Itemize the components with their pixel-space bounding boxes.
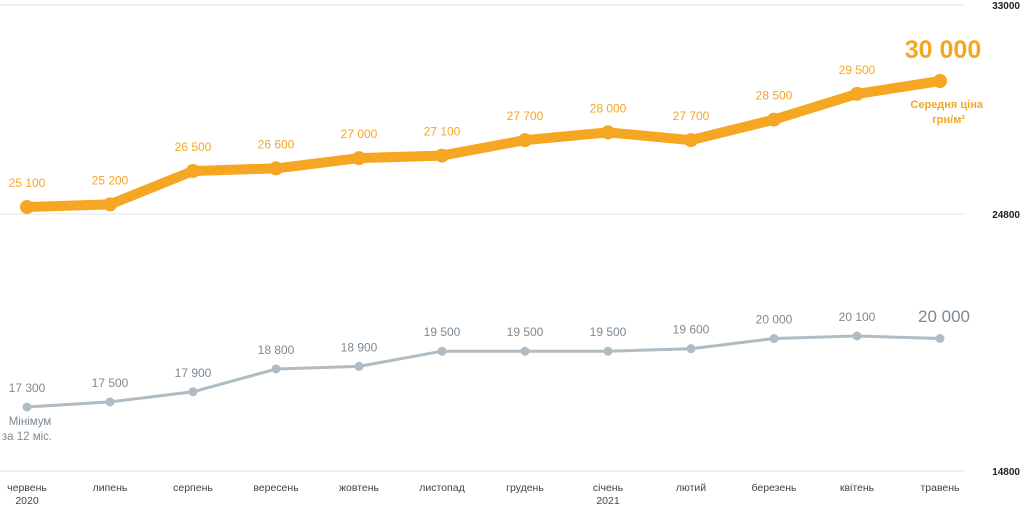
x-tick-label: травень [920,482,960,494]
data-point-average [435,148,449,163]
x-tick-label: листопад [419,482,464,494]
y-tick-label: 33000 [992,1,1020,12]
data-point-average [103,197,117,212]
data-point-average [601,125,615,140]
series-line-average [22,76,945,212]
data-point-minimum [105,397,115,407]
data-label-average: 27 700 [673,109,710,123]
data-label-minimum: 20 000 [756,313,793,327]
x-tick-label: вересень [253,482,299,494]
data-point-average [850,86,864,101]
data-point-minimum [22,402,32,412]
series-note-minimum: за 12 міс. [2,431,52,443]
data-point-minimum [603,346,613,356]
data-point-minimum [686,344,696,354]
x-tick-label: січень [593,482,624,494]
data-label-minimum: 19 500 [507,325,544,339]
x-tick-label: 2020 [15,495,39,507]
data-label-minimum: 19 500 [424,325,461,339]
data-point-minimum [852,331,862,341]
data-point-minimum [354,361,364,371]
data-label-minimum: 19 500 [590,325,627,339]
data-label-minimum: 17 300 [9,381,46,395]
x-tick-label: серпень [173,482,213,494]
data-label-average: 29 500 [839,63,876,77]
data-point-minimum [769,334,779,344]
x-tick-label: лютий [676,482,706,494]
data-label-average: 28 500 [756,89,793,103]
data-point-minimum [935,334,945,344]
data-label-average: 25 200 [92,173,129,187]
data-label-average: 25 100 [9,176,46,190]
data-label-minimum: 17 900 [175,366,212,380]
x-tick-label: липень [93,482,128,494]
data-label-average: 26 500 [175,140,212,154]
data-label-minimum: 20 000 [918,307,970,326]
data-label-minimum: 20 100 [839,310,876,324]
data-point-average [933,74,947,88]
data-label-average: 27 100 [424,125,461,139]
data-point-minimum [520,346,530,356]
series-note-average: грн/м² [932,114,965,126]
data-label-minimum: 19 600 [673,323,710,337]
data-label-average: 27 000 [341,127,378,141]
data-point-average [352,151,366,166]
x-tick-label: квітень [840,482,875,494]
x-tick-label: жовтень [339,482,380,494]
x-tick-label: березень [752,482,798,494]
data-label-average: 27 700 [507,109,544,123]
series-line-minimum [25,334,942,409]
data-point-average [767,112,781,127]
data-point-average [518,133,532,148]
data-point-average [269,161,283,176]
x-tick-label: 2021 [596,495,620,507]
x-tick-label: червень [7,482,47,494]
series-note-average: Середня ціна [910,99,983,111]
data-point-minimum [271,364,281,374]
y-tick-label: 14800 [992,467,1020,478]
data-label-average: 30 000 [905,36,981,64]
y-tick-label: 24800 [992,210,1020,221]
data-label-minimum: 18 900 [341,340,378,354]
series-note-minimum: Мінімум [9,416,52,428]
data-point-average [186,164,200,178]
data-point-minimum [437,346,447,356]
data-label-minimum: 18 800 [258,343,295,357]
x-tick-label: грудень [506,482,544,494]
data-label-average: 26 600 [258,137,295,151]
data-point-average [684,133,698,148]
data-point-average [20,200,34,214]
data-label-average: 28 000 [590,101,627,115]
data-label-minimum: 17 500 [92,376,129,390]
data-point-minimum [188,387,198,397]
